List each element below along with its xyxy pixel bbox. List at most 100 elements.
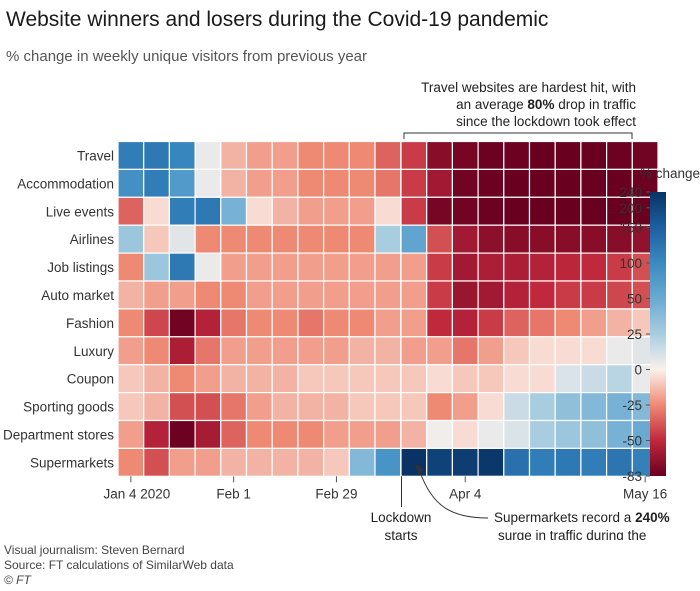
- heatmap-cell: [451, 140, 479, 170]
- heatmap-cell: [245, 196, 273, 226]
- heatmap-cell: [220, 447, 248, 477]
- heatmap-cell: [477, 308, 505, 338]
- heatmap-cell: [374, 308, 402, 338]
- heatmap-cell: [503, 196, 531, 226]
- heatmap-cell: [580, 364, 608, 394]
- heatmap-cell: [168, 224, 196, 254]
- heatmap-cell: [245, 140, 273, 170]
- source-text: Source: FT calculations of SimilarWeb da…: [4, 558, 234, 572]
- heatmap-cell: [117, 364, 145, 394]
- heatmap-cell: [451, 336, 479, 366]
- heatmap-cell: [168, 140, 196, 170]
- heatmap-cell: [348, 168, 376, 198]
- row-label: Department stores: [3, 427, 114, 442]
- travel-bracket: [403, 132, 633, 139]
- heatmap-cell: [271, 168, 299, 198]
- heatmap-cell: [297, 392, 325, 422]
- heatmap-cell: [554, 392, 582, 422]
- travel-annotation-line: an average 80% drop in traffic: [456, 97, 636, 112]
- heatmap-cell: [477, 336, 505, 366]
- heatmap-cell: [297, 336, 325, 366]
- heatmap-cell: [503, 364, 531, 394]
- row-label: Travel: [77, 148, 114, 163]
- heatmap-cell: [580, 280, 608, 310]
- heatmap-cell: [451, 447, 479, 477]
- heatmap-cell: [323, 308, 350, 338]
- heatmap-cell: [580, 224, 608, 254]
- heatmap-cell: [554, 140, 582, 170]
- heatmap-cell: [477, 392, 505, 422]
- heatmap-cell: [271, 336, 299, 366]
- travel-annotation-line: since the lockdown took effect: [456, 114, 636, 129]
- heatmap-cell: [323, 252, 350, 282]
- heatmap-cell: [220, 196, 248, 226]
- heatmap-cell: [348, 447, 376, 477]
- heatmap-cell: [426, 308, 454, 338]
- heatmap-cell: [168, 196, 196, 226]
- heatmap-cell: [400, 419, 428, 449]
- heatmap-cell: [580, 252, 608, 282]
- heatmap-cell: [554, 447, 582, 477]
- heatmap-cell: [117, 392, 145, 422]
- heatmap-cell: [554, 252, 582, 282]
- heatmap-cell: [528, 252, 556, 282]
- heatmap-cell: [374, 252, 402, 282]
- heatmap-cell: [143, 280, 170, 310]
- heatmap-cell: [528, 308, 556, 338]
- heatmap-cell: [477, 224, 505, 254]
- heatmap-cell: [220, 140, 248, 170]
- heatmap-cell: [271, 252, 299, 282]
- heatmap-cell: [605, 364, 633, 394]
- supermarkets-arrow-line: [419, 471, 489, 519]
- heatmap-cell: [451, 364, 479, 394]
- heatmap-cell: [245, 364, 273, 394]
- heatmap-cell: [374, 224, 402, 254]
- row-label: Job listings: [47, 260, 114, 275]
- heatmap-cell: [374, 392, 402, 422]
- heatmap-cell: [323, 280, 350, 310]
- heatmap-cell: [143, 447, 170, 477]
- heatmap-cell: [194, 252, 222, 282]
- heatmap-cell: [117, 196, 145, 226]
- heatmap-cell: [271, 196, 299, 226]
- heatmap-cell: [580, 336, 608, 366]
- heatmap-cell: [117, 447, 145, 477]
- colorbar-tick-label: -25: [622, 398, 642, 413]
- heatmap-cell: [477, 252, 505, 282]
- heatmap-cell: [528, 224, 556, 254]
- heatmap-cell: [245, 168, 273, 198]
- heatmap-cell: [220, 280, 248, 310]
- heatmap-cell: [143, 392, 170, 422]
- supermarkets-annotation-line: surge in traffic during the: [498, 528, 646, 540]
- heatmap-cell: [554, 419, 582, 449]
- heatmap-cell: [477, 140, 505, 170]
- heatmap-cell: [580, 392, 608, 422]
- heatmap-cell: [245, 419, 273, 449]
- heatmap-cell: [400, 336, 428, 366]
- heatmap-cell: [220, 168, 248, 198]
- heatmap-cell: [245, 392, 273, 422]
- heatmap-cell: [117, 224, 145, 254]
- heatmap-cell: [323, 447, 350, 477]
- heatmap-cell: [117, 280, 145, 310]
- colorbar-tick-label: 150: [619, 221, 642, 236]
- row-label: Sporting goods: [23, 400, 114, 415]
- heatmap-cell: [580, 196, 608, 226]
- heatmap-cell: [580, 447, 608, 477]
- heatmap-cell: [503, 419, 531, 449]
- heatmap-cell: [451, 168, 479, 198]
- supermarkets-annotation-part: Supermarkets record a: [494, 510, 635, 525]
- heatmap-cell: [426, 224, 454, 254]
- heatmap-cell: [245, 280, 273, 310]
- heatmap-cell: [271, 392, 299, 422]
- footer: Visual journalism: Steven Bernard Source…: [4, 543, 234, 588]
- heatmap-cell: [220, 308, 248, 338]
- heatmap-cell: [400, 168, 428, 198]
- heatmap-cell: [348, 392, 376, 422]
- heatmap-cell: [374, 280, 402, 310]
- colorbar-tick-label: 240: [619, 185, 642, 200]
- heatmap-cell: [297, 224, 325, 254]
- heatmap-cell: [168, 252, 196, 282]
- heatmap-cell: [271, 447, 299, 477]
- heatmap-cell: [168, 419, 196, 449]
